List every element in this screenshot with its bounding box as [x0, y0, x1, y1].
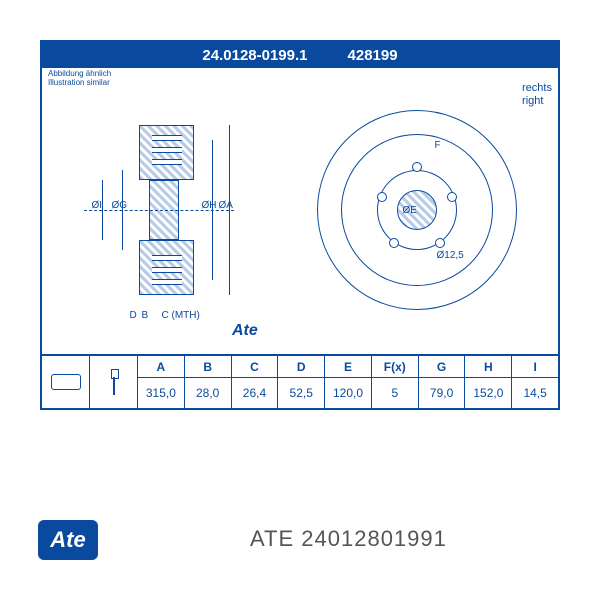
spec-col-c: C 26,4: [232, 356, 279, 408]
col-value: 26,4: [232, 378, 278, 408]
col-header: B: [185, 356, 231, 378]
dim-label-a: ØA: [219, 200, 233, 211]
col-value: 52,5: [278, 378, 324, 408]
face-label-hole: Ø12,5: [437, 250, 464, 261]
dim-label-h: ØH: [202, 200, 217, 211]
cross-section-view: ØA ØH ØG ØI D B C (MTH): [84, 115, 234, 305]
col-value: 120,0: [325, 378, 371, 408]
bolt-hole: [435, 238, 445, 248]
face-label-e: ØE: [403, 205, 417, 216]
vent-slot: [152, 159, 182, 165]
bolt-hole: [447, 192, 457, 202]
footer-brand: ATE: [250, 526, 294, 551]
bolt-hole: [412, 162, 422, 172]
title-bar: 24.0128-0199.1 428199: [42, 42, 558, 68]
col-header: E: [325, 356, 371, 378]
disc-icon-cell: [42, 356, 90, 408]
dim-label-g: ØG: [112, 200, 128, 211]
col-header: F(x): [372, 356, 418, 378]
part-number: 24.0128-0199.1: [202, 47, 307, 64]
face-label-f: F: [435, 140, 441, 151]
col-value: 315,0: [138, 378, 184, 408]
dim-label-b: B: [142, 310, 149, 321]
brand-small: Ate: [232, 322, 258, 340]
spec-col-f: F(x) 5: [372, 356, 419, 408]
footer-code: 24012801991: [301, 526, 447, 551]
short-code: 428199: [348, 47, 398, 64]
spec-col-d: D 52,5: [278, 356, 325, 408]
col-header: I: [512, 356, 558, 378]
vent-slot: [152, 267, 182, 273]
vent-slot: [152, 279, 182, 285]
dim-label-i: ØI: [92, 200, 103, 211]
spec-col-b: B 28,0: [185, 356, 232, 408]
col-value: 28,0: [185, 378, 231, 408]
brand-logo-text: Ate: [50, 527, 85, 553]
bolt-icon-cell: [90, 356, 138, 408]
col-value: 79,0: [419, 378, 465, 408]
face-view: F ØE Ø12,5: [317, 110, 517, 310]
bolt-icon: [107, 369, 121, 395]
vent-slot: [152, 147, 182, 153]
drawings-area: ØA ØH ØG ØI D B C (MTH) F ØE Ø12,5: [42, 72, 558, 348]
brand-logo: Ate: [38, 520, 98, 560]
spec-col-g: G 79,0: [419, 356, 466, 408]
col-value: 14,5: [512, 378, 558, 408]
col-header: C: [232, 356, 278, 378]
tech-diagram-frame: 24.0128-0199.1 428199 Abbildung ähnlich …: [40, 40, 560, 410]
col-header: G: [419, 356, 465, 378]
dim-label-c: C (MTH): [162, 310, 200, 321]
spec-col-e: E 120,0: [325, 356, 372, 408]
col-header: H: [465, 356, 511, 378]
vent-slot: [152, 255, 182, 261]
dim-label-d: D: [130, 310, 137, 321]
spec-col-h: H 152,0: [465, 356, 512, 408]
spec-col-a: A 315,0: [138, 356, 185, 408]
footer-caption: ATE 24012801991: [250, 526, 447, 552]
spec-col-i: I 14,5: [512, 356, 558, 408]
disc-icon: [51, 374, 81, 390]
spec-table: A 315,0 B 28,0 C 26,4 D 52,5 E 120,0 F(x…: [42, 354, 558, 408]
bolt-hole: [377, 192, 387, 202]
col-value: 152,0: [465, 378, 511, 408]
vent-slot: [152, 135, 182, 141]
col-value: 5: [372, 378, 418, 408]
col-header: D: [278, 356, 324, 378]
bolt-hole: [389, 238, 399, 248]
col-header: A: [138, 356, 184, 378]
